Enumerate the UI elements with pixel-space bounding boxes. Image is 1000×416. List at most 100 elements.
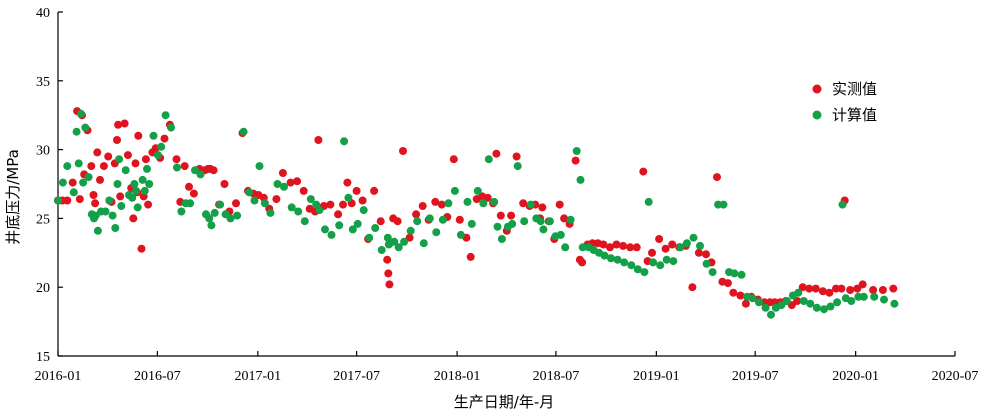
- data-point: [497, 235, 506, 243]
- data-point: [466, 252, 475, 261]
- data-point: [484, 155, 493, 164]
- data-point: [539, 225, 548, 234]
- data-point: [239, 127, 248, 136]
- data-point: [400, 237, 409, 246]
- data-point: [63, 162, 72, 171]
- data-point: [340, 137, 349, 146]
- data-point: [93, 226, 102, 235]
- data-point: [632, 243, 641, 252]
- data-point: [437, 200, 446, 209]
- data-point: [627, 261, 636, 270]
- data-point: [129, 214, 138, 223]
- data-point: [115, 155, 124, 164]
- data-point: [833, 298, 842, 307]
- data-point: [599, 240, 608, 249]
- data-point: [519, 199, 528, 208]
- data-point: [669, 257, 678, 266]
- data-point: [798, 283, 807, 292]
- data-point: [216, 200, 225, 209]
- data-point: [737, 270, 746, 279]
- data-point: [384, 269, 393, 278]
- data-point: [520, 217, 529, 226]
- legend-marker-calculated: [812, 110, 822, 120]
- x-axis-title: 生产日期/年-月: [454, 393, 554, 411]
- data-point: [606, 243, 614, 252]
- data-point: [266, 208, 275, 217]
- x-tick-label: 2017-07: [333, 369, 380, 384]
- data-point: [702, 259, 711, 268]
- data-point: [68, 178, 77, 187]
- data-point: [878, 286, 887, 294]
- data-point: [418, 202, 427, 210]
- y-tick-label: 40: [36, 6, 50, 21]
- data-point: [644, 197, 653, 206]
- data-point: [688, 283, 697, 292]
- data-point: [101, 207, 110, 216]
- x-tick-label: 2018-01: [434, 369, 481, 384]
- legend: 实测值 计算值: [812, 80, 877, 124]
- data-point: [326, 200, 335, 209]
- data-point: [383, 255, 392, 264]
- data-point: [640, 268, 649, 277]
- data-point: [72, 127, 81, 136]
- data-point: [425, 214, 434, 223]
- data-point: [180, 162, 189, 171]
- data-point: [560, 214, 569, 223]
- data-point: [117, 202, 126, 210]
- data-point: [114, 120, 123, 129]
- data-point: [450, 186, 459, 195]
- y-tick-label: 20: [36, 281, 50, 296]
- data-point: [141, 155, 150, 164]
- y-tick-label: 30: [36, 144, 50, 159]
- data-point: [689, 233, 698, 242]
- data-point: [512, 152, 521, 161]
- data-point: [633, 265, 642, 274]
- data-point: [81, 123, 90, 132]
- data-point: [620, 258, 629, 267]
- data-point: [880, 295, 888, 304]
- data-point: [359, 206, 368, 215]
- data-point: [280, 182, 288, 191]
- data-point: [578, 258, 587, 267]
- data-point: [327, 230, 336, 239]
- plot-area: [54, 107, 899, 319]
- data-point: [708, 268, 717, 277]
- data-point: [232, 199, 240, 208]
- data-point: [74, 159, 83, 168]
- data-point: [394, 243, 403, 252]
- data-point: [719, 200, 728, 209]
- data-point: [655, 235, 664, 243]
- data-point: [702, 250, 710, 259]
- x-tick-label: 2016-07: [134, 369, 181, 384]
- data-point: [513, 162, 522, 171]
- data-point: [561, 243, 570, 252]
- data-point: [84, 173, 93, 182]
- y-tick-label: 25: [36, 212, 50, 227]
- data-point: [837, 284, 846, 293]
- data-point: [793, 297, 802, 305]
- x-axis-ticks: 2016-01 2016-07 2017-01 2017-07 2018-01 2018-…: [35, 351, 979, 384]
- data-point: [358, 196, 367, 205]
- data-point: [111, 224, 120, 232]
- data-point: [696, 241, 704, 250]
- data-point: [393, 217, 402, 226]
- data-point: [75, 195, 84, 204]
- data-point: [339, 200, 347, 209]
- data-point: [613, 255, 622, 264]
- y-axis-title: 井底压力/MPa: [4, 149, 22, 245]
- data-point: [730, 269, 739, 278]
- data-point: [300, 217, 309, 226]
- data-point: [811, 284, 820, 293]
- data-point: [820, 305, 828, 314]
- data-point: [639, 167, 648, 176]
- data-point: [344, 193, 353, 202]
- data-point: [140, 186, 149, 195]
- x-tick-label: 2020-07: [932, 369, 979, 384]
- data-point: [130, 180, 139, 188]
- data-point: [160, 134, 169, 143]
- data-point: [335, 221, 344, 230]
- data-point: [209, 166, 218, 175]
- data-point: [287, 203, 296, 212]
- data-point: [123, 151, 132, 160]
- data-point: [526, 200, 535, 209]
